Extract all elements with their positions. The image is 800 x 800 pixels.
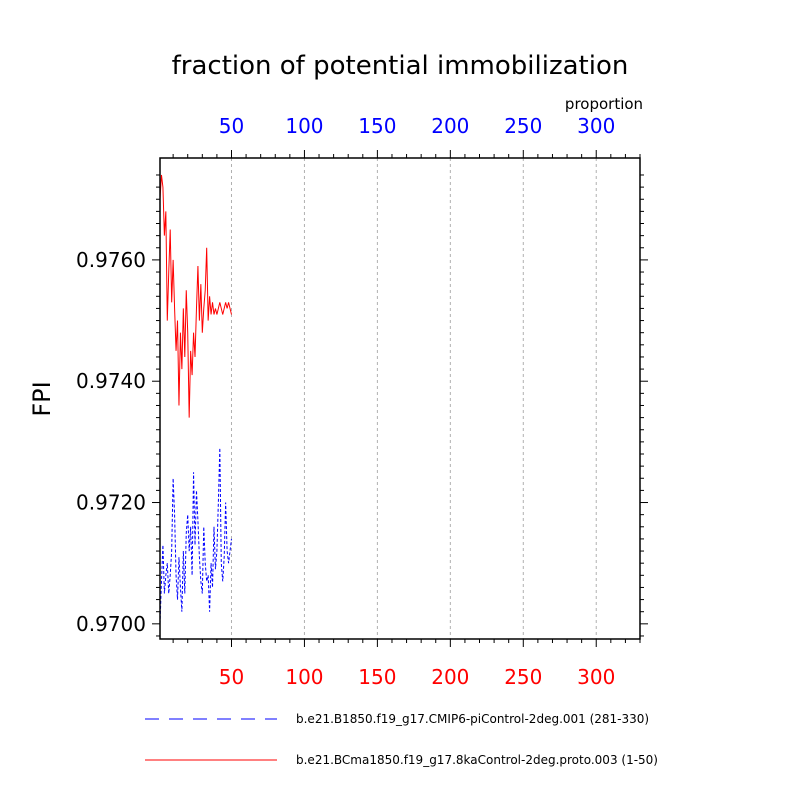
grid-layer (230, 158, 597, 639)
x-tick-label-bottom: 200 (431, 665, 469, 689)
x-tick-label-top: 200 (431, 114, 469, 138)
x-tick-label-top: 50 (219, 114, 244, 138)
x-tick-label-bottom: 100 (285, 665, 323, 689)
y-tick-label: 0.9720 (76, 491, 146, 515)
x-tick-label-bottom: 250 (504, 665, 542, 689)
legend-label-1: b.e21.B1850.f19_g17.CMIP6-piControl-2deg… (296, 712, 649, 726)
plot-frame (159, 157, 641, 640)
series-line-1 (159, 447, 232, 624)
x-tick-label-top: 250 (504, 114, 542, 138)
x-tick-label-top: 300 (577, 114, 615, 138)
x-tick-label-bottom: 300 (577, 665, 615, 689)
legend-label-2: b.e21.BCma1850.f19_g17.8kaControl-2deg.p… (296, 753, 658, 767)
series-layer (159, 174, 232, 624)
top-axis-label: proportion (565, 95, 643, 113)
x-tick-label-top: 150 (358, 114, 396, 138)
axes-layer: 50 50 100 100 150 150 200 200 250 250 300 300 0.9700… (76, 114, 648, 689)
chart-title: fraction of potential immobilization (172, 51, 629, 81)
x-tick-label-top: 100 (285, 114, 323, 138)
y-tick-label: 0.9740 (76, 369, 146, 393)
legend: b.e21.B1850.f19_g17.CMIP6-piControl-2deg… (145, 712, 658, 767)
x-tick-label-bottom: 50 (219, 665, 244, 689)
y-axis-label: FPI (28, 381, 56, 416)
series-line-2 (159, 174, 232, 418)
x-tick-label-bottom: 150 (358, 665, 396, 689)
y-tick-label: 0.9700 (76, 612, 146, 636)
y-tick-label: 0.9760 (76, 248, 146, 272)
